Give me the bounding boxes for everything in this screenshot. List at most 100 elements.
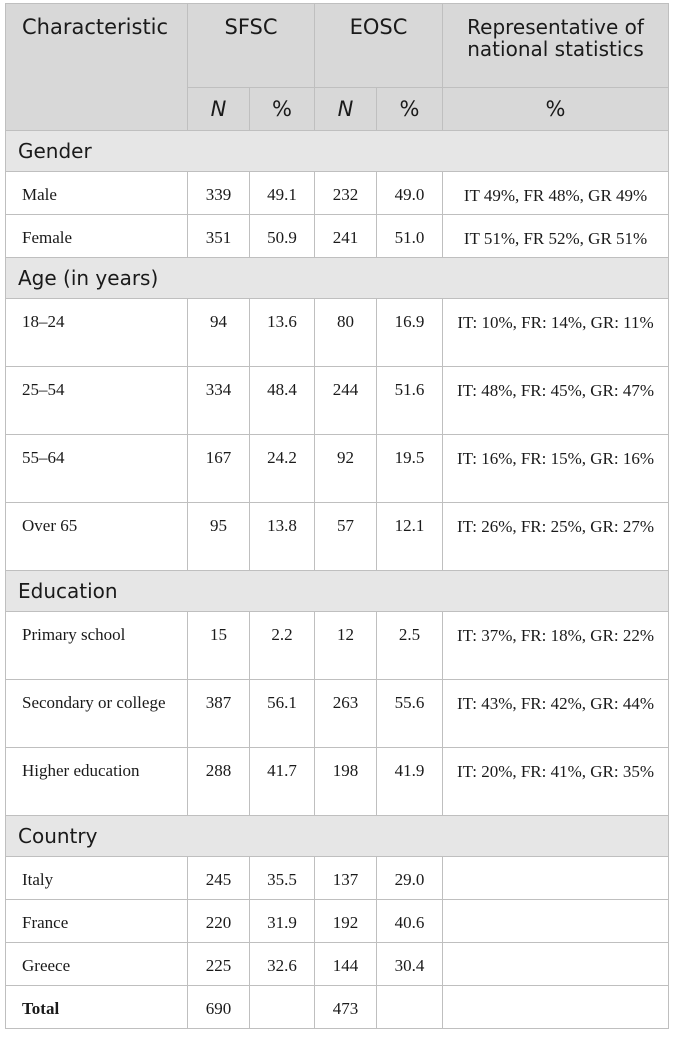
table-row: 25–54 334 48.4 244 51.6 IT: 48%, FR: 45%, GR:… — [5, 366, 670, 435]
header-eosc: EOSC — [314, 3, 444, 88]
total-eosc-n: 473 — [314, 985, 378, 1029]
total-rep — [442, 985, 670, 1029]
eosc-n-cell: 137 — [314, 856, 378, 900]
row-label: Italy — [5, 856, 188, 900]
eosc-n-cell: 92 — [314, 434, 378, 503]
section-title: Gender — [4, 130, 670, 172]
representative-cell: IT 49%, FR 48%, GR 49% — [442, 171, 670, 215]
table-row: Greece 225 32.6 144 30.4 — [5, 942, 670, 986]
eosc-pct-cell: 51.0 — [376, 214, 444, 258]
eosc-n-cell: 241 — [314, 214, 378, 258]
eosc-pct-cell: 41.9 — [376, 747, 444, 816]
table-row: 55–64 167 24.2 92 19.5 IT: 16%, FR: 15%, GR: … — [5, 434, 670, 503]
representative-cell — [442, 942, 670, 986]
sfsc-pct-cell: 13.8 — [248, 502, 316, 571]
table-row: Italy 245 35.5 137 29.0 — [5, 856, 670, 900]
header-representative: Representative of national statistics — [442, 3, 670, 88]
sfsc-pct-cell: 13.6 — [248, 298, 316, 367]
subheader-sfsc-pct: % — [248, 87, 316, 131]
section-row: Gender — [4, 130, 670, 172]
demographics-table: Characteristic SFSC EOSC Representative … — [4, 3, 670, 1029]
row-label: Secondary or college — [5, 679, 188, 748]
table-row: 18–24 94 13.6 80 16.9 IT: 10%, FR: 14%, GR: 1… — [5, 298, 670, 367]
sfsc-n-cell: 351 — [187, 214, 250, 258]
representative-cell: IT: 37%, FR: 18%, GR: 22% — [442, 611, 670, 680]
eosc-n-cell: 263 — [314, 679, 378, 748]
eosc-pct-cell: 30.4 — [376, 942, 444, 986]
header-characteristic: Characteristic — [5, 3, 188, 88]
total-label: Total — [5, 985, 188, 1029]
eosc-pct-cell: 19.5 — [376, 434, 444, 503]
table-row: Female 351 50.9 241 51.0 IT 51%, FR 52%, GR 5… — [5, 214, 670, 258]
eosc-pct-cell: 2.5 — [376, 611, 444, 680]
sfsc-n-cell: 245 — [187, 856, 250, 900]
subheader-eosc-n: N — [314, 87, 378, 131]
sfsc-pct-cell: 41.7 — [248, 747, 316, 816]
sfsc-n-cell: 94 — [187, 298, 250, 367]
sfsc-n-cell: 225 — [187, 942, 250, 986]
row-label: Female — [5, 214, 188, 258]
sfsc-pct-cell: 56.1 — [248, 679, 316, 748]
sfsc-pct-cell: 24.2 — [248, 434, 316, 503]
representative-cell: IT: 48%, FR: 45%, GR: 47% — [442, 366, 670, 435]
table-body: Gender Male 339 49.1 232 49.0 IT 49%, FR 48%, … — [4, 130, 670, 1029]
eosc-pct-cell: 55.6 — [376, 679, 444, 748]
representative-cell: IT: 10%, FR: 14%, GR: 11% — [442, 298, 670, 367]
eosc-n-cell: 80 — [314, 298, 378, 367]
representative-cell: IT: 16%, FR: 15%, GR: 16% — [442, 434, 670, 503]
sfsc-pct-cell: 2.2 — [248, 611, 316, 680]
row-label: France — [5, 899, 188, 943]
sfsc-n-cell: 334 — [187, 366, 250, 435]
table-row: Male 339 49.1 232 49.0 IT 49%, FR 48%, GR 49% — [5, 171, 670, 215]
eosc-pct-cell: 49.0 — [376, 171, 444, 215]
subheader-eosc-pct: % — [376, 87, 444, 131]
sfsc-pct-cell: 35.5 — [248, 856, 316, 900]
subheader-row: N % N % % — [5, 87, 670, 131]
sfsc-n-cell: 220 — [187, 899, 250, 943]
sfsc-n-cell: 15 — [187, 611, 250, 680]
total-sfsc-pct — [248, 985, 316, 1029]
eosc-n-cell: 12 — [314, 611, 378, 680]
total-sfsc-n: 690 — [187, 985, 250, 1029]
sfsc-pct-cell: 49.1 — [248, 171, 316, 215]
header-row: Characteristic SFSC EOSC Representative … — [5, 3, 670, 88]
table-row: Primary school 15 2.2 12 2.5 IT: 37%, FR: 18%… — [5, 611, 670, 680]
section-title: Education — [4, 570, 670, 612]
section-title: Country — [4, 815, 670, 857]
sfsc-pct-cell: 50.9 — [248, 214, 316, 258]
row-label: 18–24 — [5, 298, 188, 367]
table-row: Secondary or college 387 56.1 263 55.6 IT: 43… — [5, 679, 670, 748]
section-row: Country — [4, 815, 670, 857]
eosc-pct-cell: 16.9 — [376, 298, 444, 367]
row-label: 55–64 — [5, 434, 188, 503]
row-label: Higher education — [5, 747, 188, 816]
sfsc-pct-cell: 32.6 — [248, 942, 316, 986]
eosc-n-cell: 57 — [314, 502, 378, 571]
sfsc-n-cell: 339 — [187, 171, 250, 215]
representative-cell: IT 51%, FR 52%, GR 51% — [442, 214, 670, 258]
total-eosc-pct — [376, 985, 444, 1029]
section-row: Education — [4, 570, 670, 612]
eosc-n-cell: 244 — [314, 366, 378, 435]
subheader-sfsc-n: N — [187, 87, 250, 131]
sfsc-n-cell: 387 — [187, 679, 250, 748]
eosc-n-cell: 198 — [314, 747, 378, 816]
eosc-pct-cell: 51.6 — [376, 366, 444, 435]
subheader-rep-pct: % — [442, 87, 670, 131]
sfsc-pct-cell: 48.4 — [248, 366, 316, 435]
subheader-blank — [5, 87, 188, 131]
representative-cell: IT: 26%, FR: 25%, GR: 27% — [442, 502, 670, 571]
sfsc-n-cell: 288 — [187, 747, 250, 816]
total-row: Total 690 473 — [5, 985, 670, 1029]
representative-cell: IT: 43%, FR: 42%, GR: 44% — [442, 679, 670, 748]
row-label: Over 65 — [5, 502, 188, 571]
row-label: 25–54 — [5, 366, 188, 435]
representative-cell — [442, 899, 670, 943]
row-label: Greece — [5, 942, 188, 986]
representative-cell: IT: 20%, FR: 41%, GR: 35% — [442, 747, 670, 816]
row-label: Primary school — [5, 611, 188, 680]
table-row: France 220 31.9 192 40.6 — [5, 899, 670, 943]
section-row: Age (in years) — [4, 257, 670, 299]
table-row: Higher education 288 41.7 198 41.9 IT: 20%, F… — [5, 747, 670, 816]
eosc-n-cell: 232 — [314, 171, 378, 215]
